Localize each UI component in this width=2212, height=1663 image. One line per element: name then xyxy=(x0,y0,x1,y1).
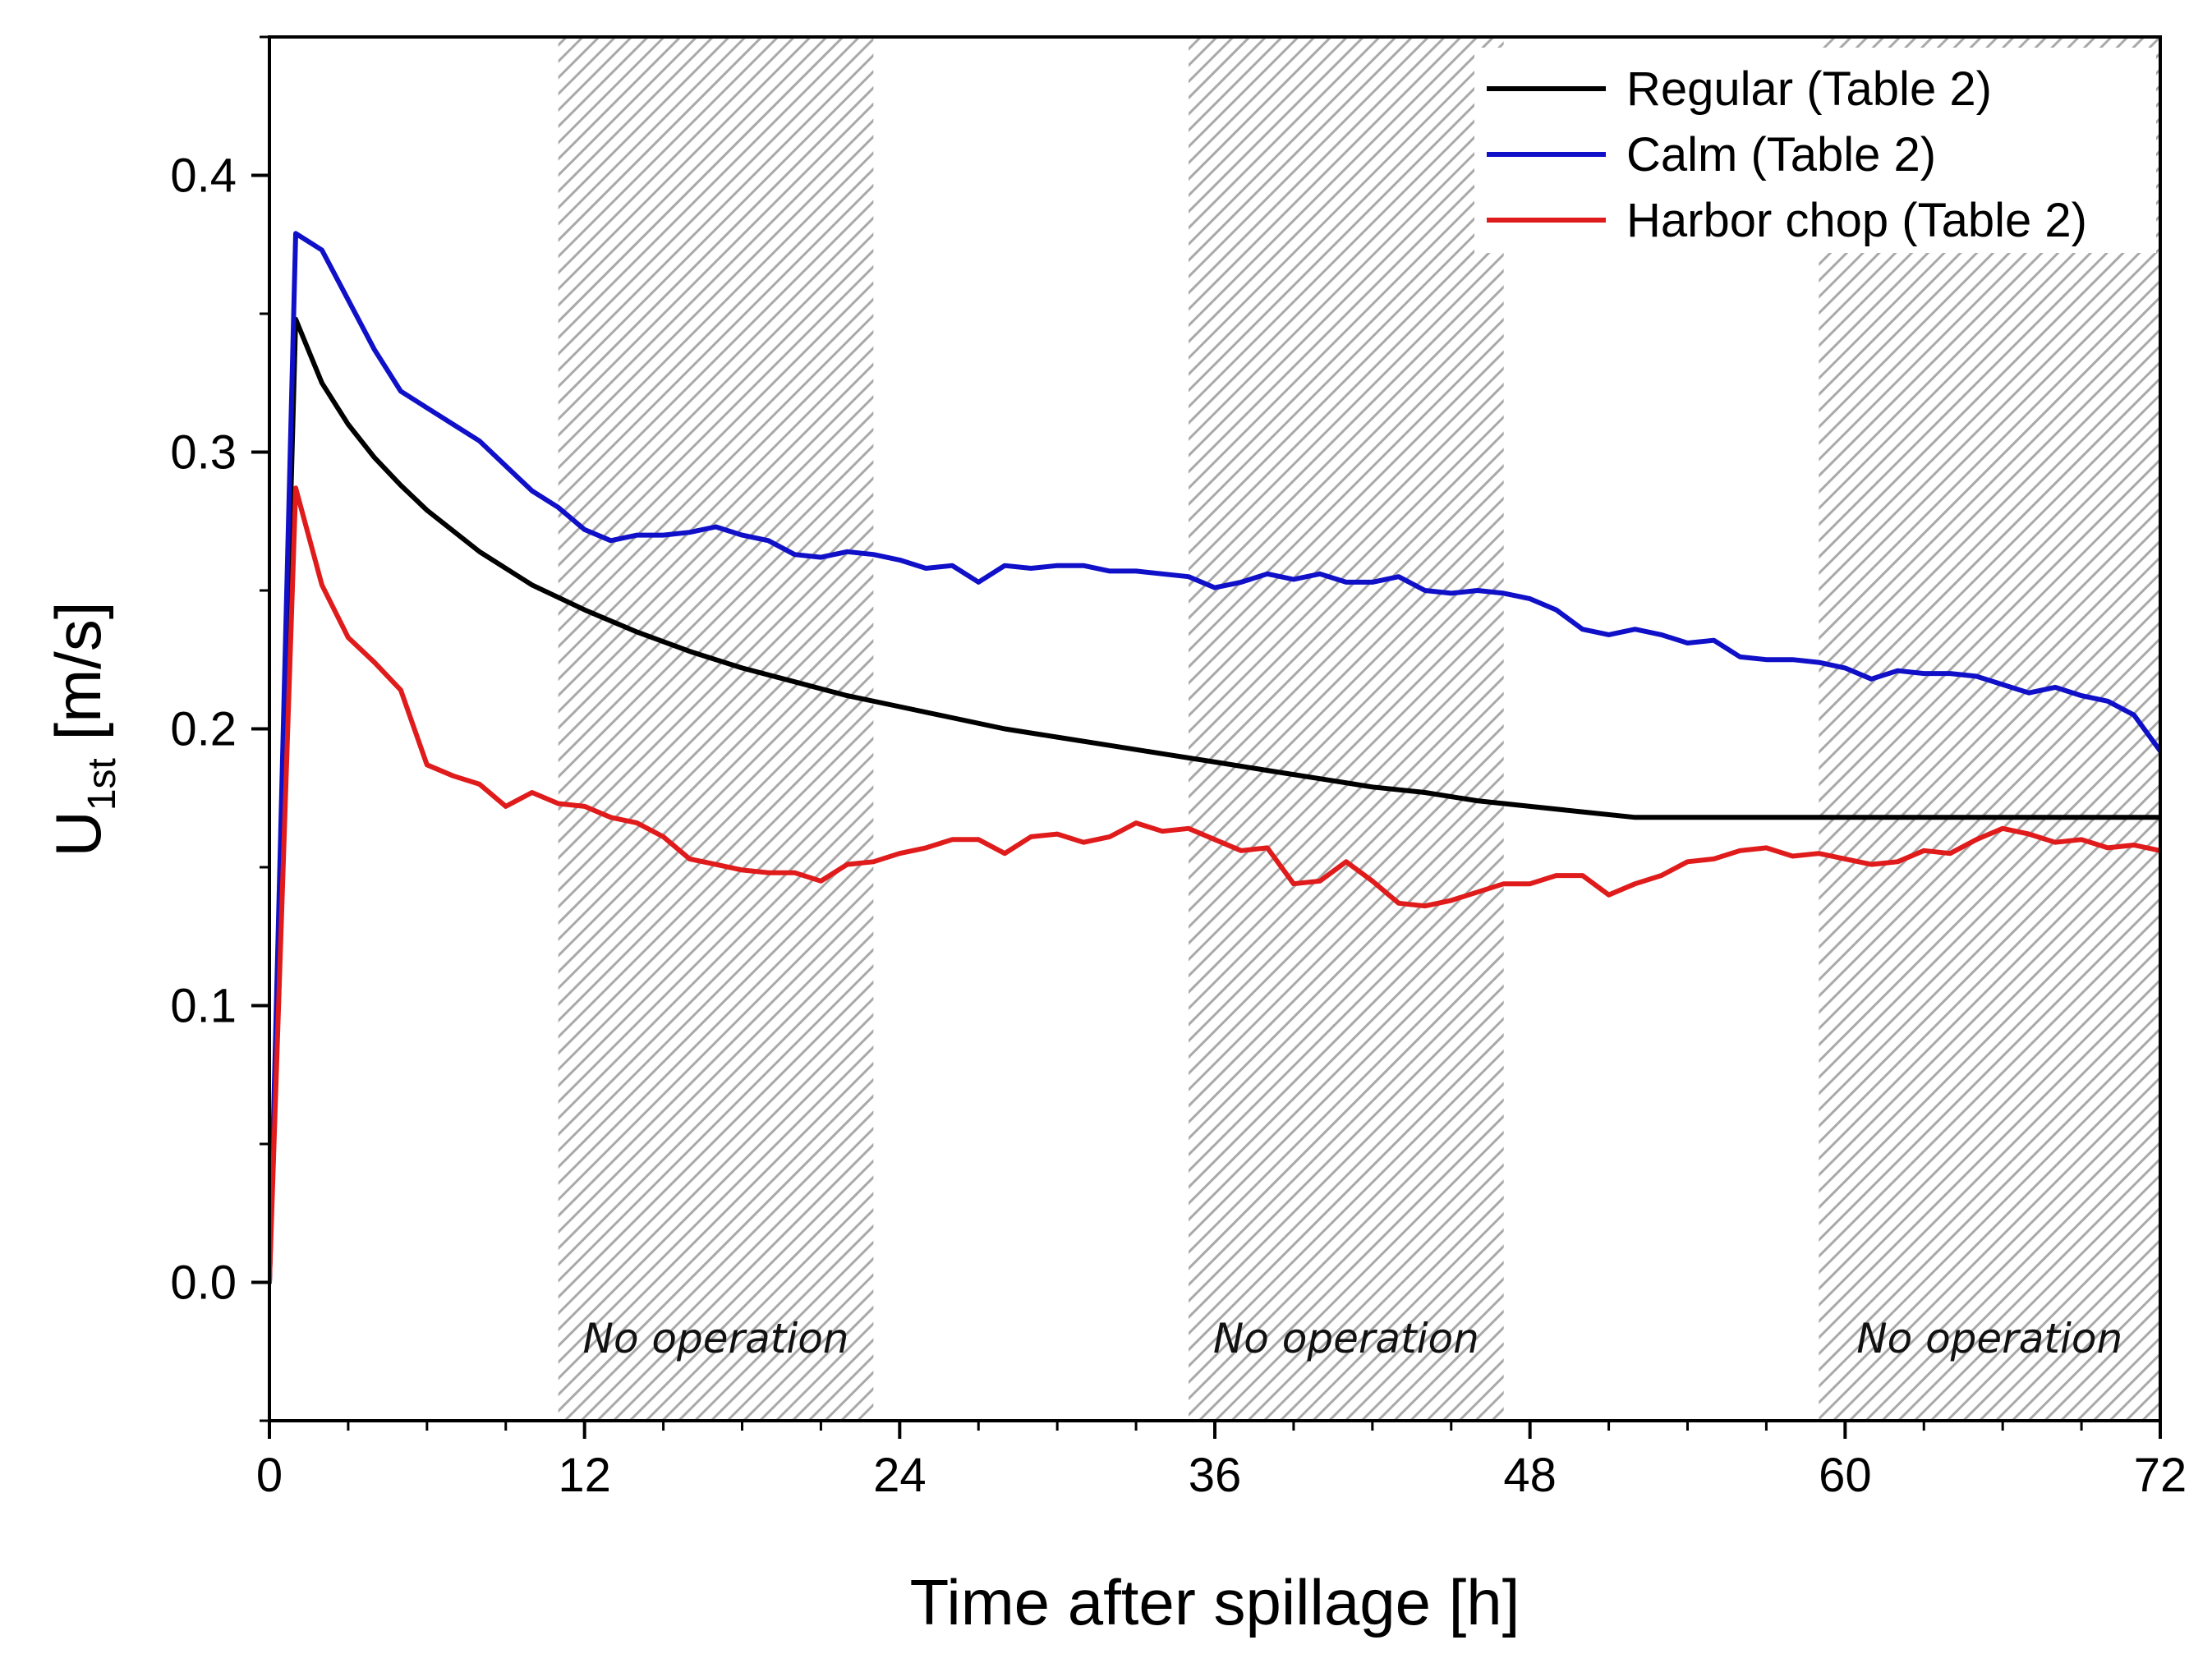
y-tick-label: 0.2 xyxy=(170,703,237,756)
no-operation-band xyxy=(1189,37,1504,1421)
y-axis-title-unit: [m/s] xyxy=(42,601,114,758)
legend-label: Regular (Table 2) xyxy=(1626,62,1992,116)
y-tick-label: 0.0 xyxy=(170,1256,237,1310)
y-tick-label: 0.1 xyxy=(170,980,237,1033)
x-tick-label: 36 xyxy=(1189,1449,1242,1502)
series-line xyxy=(269,316,2160,1285)
x-axis: 0 12 24 36 48 60 72 xyxy=(256,1421,2187,1502)
y-axis-title-main: U xyxy=(42,811,114,857)
legend: Regular (Table 2) Calm (Table 2) Harbor ch… xyxy=(1474,48,2156,253)
series-line xyxy=(269,231,2160,1285)
no-operation-label: No operation xyxy=(1856,1315,2122,1362)
legend-label: Calm (Table 2) xyxy=(1626,128,1936,181)
y-axis: 0.0 0.1 0.2 0.3 0.4 xyxy=(170,35,269,1422)
x-tick-label: 0 xyxy=(256,1449,283,1502)
y-axis-title: U1st [m/s] xyxy=(42,601,124,857)
no-operation-band xyxy=(558,37,874,1421)
no-operation-label: No operation xyxy=(1213,1315,1479,1362)
x-axis-title: Time after spillage [h] xyxy=(910,1566,1520,1638)
y-axis-title-subscript: 1st xyxy=(80,758,124,811)
x-tick-label: 60 xyxy=(1819,1449,1872,1502)
legend-label: Harbor chop (Table 2) xyxy=(1626,194,2087,247)
x-tick-label: 72 xyxy=(2134,1449,2187,1502)
y-tick-label: 0.3 xyxy=(170,426,237,480)
no-operation-label: No operation xyxy=(583,1315,849,1362)
x-tick-label: 12 xyxy=(558,1449,611,1502)
x-tick-label: 24 xyxy=(873,1449,927,1502)
series-lines xyxy=(269,231,2160,1285)
x-tick-label: 48 xyxy=(1503,1449,1557,1502)
y-tick-label: 0.4 xyxy=(170,149,237,203)
series-line xyxy=(269,485,2160,1285)
no-operation-band xyxy=(1819,37,2160,1421)
shaded-regions: No operation No operation No operation xyxy=(558,37,2160,1421)
